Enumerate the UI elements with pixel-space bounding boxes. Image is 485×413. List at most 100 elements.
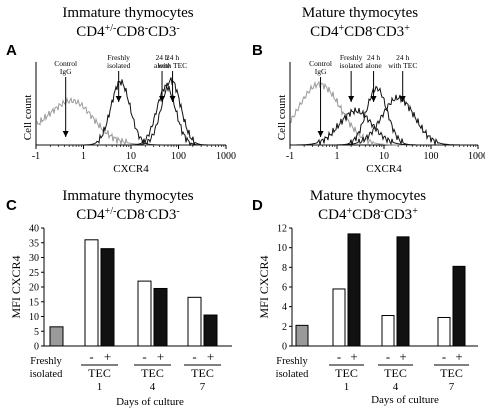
group-day-label: 7 [449, 381, 455, 393]
annotation-arrowhead [399, 96, 406, 102]
freshly-label-line2: isolated [276, 369, 309, 380]
x-tick-label: -1 [32, 151, 40, 162]
y-tick-label: 15 [29, 297, 39, 308]
plus-label: + [104, 349, 111, 364]
bar-freshly-isolated [295, 324, 309, 347]
annotation-label-line2: with TEC [388, 61, 417, 70]
bar-tec-minus [187, 296, 202, 347]
plus-label: + [350, 349, 357, 364]
panel-c-title-line2: CD4+/-CD8-CD3- [76, 206, 179, 224]
y-tick-label: 8 [282, 263, 287, 274]
group-label: TEC [384, 366, 407, 380]
annotation-label-line2: with TEC [158, 61, 187, 70]
plus-label: + [207, 349, 214, 364]
freshly-label-line2: isolated [30, 369, 63, 380]
annotation-label-line2: alone [154, 61, 171, 70]
group-day-label: 4 [393, 381, 399, 393]
annotation-label-line1: 24 h [155, 53, 168, 62]
plus-label: + [157, 349, 164, 364]
y-axis-title: MFI CXCR4 [257, 255, 271, 318]
panel-letter-d: D [252, 197, 263, 214]
group-label: TEC [191, 366, 214, 380]
x-tick-label: 1 [81, 151, 86, 162]
panel-c-title-line1: Immature thymocytes [62, 188, 193, 204]
group-day-label: 4 [150, 381, 156, 393]
bar-tec-minus [332, 288, 346, 347]
annotation-label-line2: isolated [107, 61, 131, 70]
x-tick-label: 100 [424, 151, 439, 162]
y-axis-title: MFI CXCR4 [9, 255, 23, 318]
freshly-label-line1: Freshly [276, 356, 308, 367]
x-tick-label: 10 [126, 151, 136, 162]
annotation-arrowhead [317, 131, 324, 137]
annotation-label-line1: 24 h [166, 53, 179, 62]
curve-24h-tec [37, 77, 225, 147]
x-tick-label: 1 [335, 151, 340, 162]
y-tick-label: 25 [29, 268, 39, 279]
x-tick-label: -1 [286, 151, 294, 162]
panel-b-title-line2: CD4+CD8-CD3+ [310, 23, 410, 41]
minus-label: - [386, 349, 390, 364]
panel-letter-c: C [6, 197, 17, 214]
x-axis-title: CXCR4 [366, 163, 402, 175]
panel-b-title-line1: Mature thymocytes [302, 5, 418, 21]
y-tick-label: 30 [29, 253, 39, 264]
annotation-label-line1: Freshly [340, 53, 363, 62]
plus-label: + [399, 349, 406, 364]
bar-tec-plus [100, 248, 115, 347]
minus-label: - [337, 349, 341, 364]
x-axis-title: Days of culture [371, 394, 439, 406]
group-day-label: 1 [344, 381, 350, 393]
group-label: TEC [88, 366, 111, 380]
annotation-label-line1: 24 h [396, 53, 409, 62]
bar-tec-plus [203, 314, 218, 347]
annotation-arrowhead [62, 131, 69, 137]
y-tick-label: 0 [282, 342, 287, 353]
annotation-label-line2: IgG [315, 67, 327, 76]
panel-d-title-line1: Mature thymocytes [310, 188, 426, 204]
group-day-label: 1 [97, 381, 103, 393]
bar-tec-minus [84, 239, 99, 347]
group-day-label: 7 [200, 381, 206, 393]
plus-label: + [455, 349, 462, 364]
y-axis-title: Cell count [276, 95, 288, 141]
bar-tec-plus [452, 265, 466, 347]
bar-freshly-isolated [49, 326, 64, 347]
bar-tec-plus [153, 287, 168, 347]
annotation-label-line1: 24 h [367, 53, 380, 62]
bar-tec-plus [347, 233, 361, 347]
minus-label: - [442, 349, 446, 364]
panel-a-title-line2: CD4+/-CD8-CD3- [76, 23, 179, 41]
x-axis-title: CXCR4 [113, 163, 149, 175]
annotation-label-line2: IgG [60, 67, 72, 76]
minus-label: - [89, 349, 93, 364]
annotation-label-line2: alone [365, 61, 382, 70]
panel-d-title-line2: CD4+CD8-CD3+ [318, 206, 418, 224]
annotation-arrowhead [169, 96, 176, 102]
y-axis-title: Cell count [22, 95, 34, 141]
panel-a-title-line1: Immature thymocytes [62, 5, 193, 21]
annotation-label-line1: Control [54, 59, 77, 68]
bar-tec-plus [396, 236, 410, 347]
bar-chart-c: 0 5 10 15 20 25 30 35 40 MFI CXCR4 Freshly isolated… [9, 224, 232, 393]
y-tick-label: 0 [34, 342, 39, 353]
freshly-label-line1: Freshly [30, 356, 62, 367]
x-tick-label: 100 [171, 151, 186, 162]
y-tick-label: 35 [29, 238, 39, 249]
y-tick-label: 10 [29, 312, 39, 323]
annotation-label-line2: isolated [339, 61, 363, 70]
group-label: TEC [335, 366, 358, 380]
y-tick-label: 40 [29, 224, 39, 235]
panel-letter-b: B [252, 42, 263, 59]
y-tick-label: 6 [282, 283, 287, 294]
x-tick-label: 1000 [468, 151, 485, 162]
annotation-arrowhead [370, 96, 377, 102]
minus-label: - [192, 349, 196, 364]
bar-tec-minus [137, 280, 152, 347]
minus-label: - [142, 349, 146, 364]
panel-letter-a: A [6, 42, 17, 59]
